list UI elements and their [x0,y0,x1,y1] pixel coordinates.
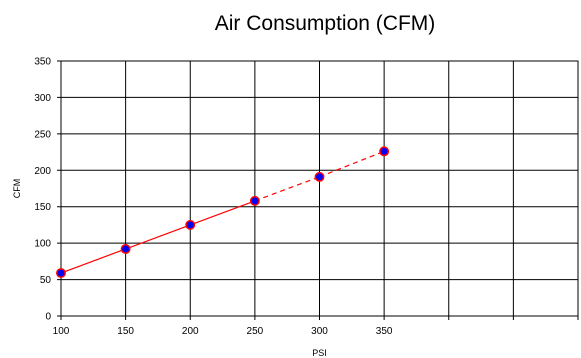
x-axis-label: PSI [312,348,327,358]
x-tick-label: 350 [376,326,393,337]
series-segment [60,248,126,274]
data-point [120,244,131,254]
y-tick-label: 50 [40,275,52,286]
x-tick-label: 250 [247,326,264,337]
y-tick-label: 250 [34,129,51,140]
data-point [379,146,390,157]
series-segment [319,150,385,178]
y-axis-label: CFM [12,179,22,199]
x-tick-label: 100 [53,326,70,337]
y-tick-label: 100 [34,239,51,250]
data-point [185,219,196,230]
x-tick-label: 300 [311,326,328,337]
data-point [249,195,260,206]
x-tick-label: 200 [182,326,199,337]
plot-area [60,60,579,317]
y-tick-label: 350 [34,57,51,68]
grid-lines [57,60,579,320]
series-segment [125,224,191,250]
y-tick-label: 200 [34,166,51,177]
y-tick-label: 150 [34,202,51,213]
y-tick-label: 0 [45,312,51,323]
y-tick-label: 300 [34,93,51,104]
data-point [314,171,325,182]
x-tick-label: 150 [117,326,134,337]
series-segment [254,176,320,202]
chart-title: Air Consumption (CFM) [215,12,436,35]
series-line [60,150,385,274]
data-point [56,268,66,278]
x-tick-labels: 100 150 200 250 300 350 [53,326,393,337]
series-points [56,146,390,278]
y-tick-labels: 0 50 100 150 200 250 300 350 [34,57,51,323]
series-segment [190,200,256,226]
